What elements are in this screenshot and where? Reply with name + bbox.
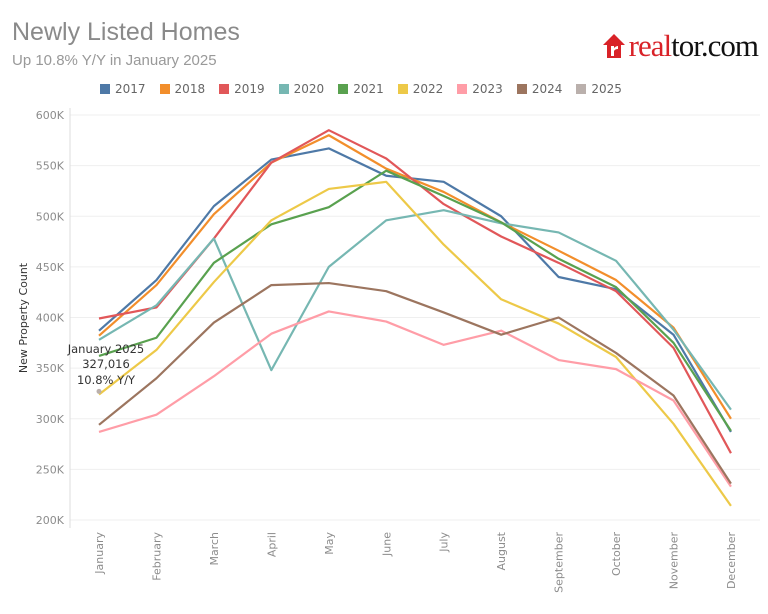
legend-swatch bbox=[516, 84, 527, 94]
legend-label: 2017 bbox=[115, 82, 146, 96]
chart-title: Newly Listed Homes bbox=[12, 18, 240, 46]
legend-item-2018[interactable]: 2018 bbox=[159, 82, 206, 96]
x-tick-label: January bbox=[93, 532, 106, 575]
legend-label: 2018 bbox=[174, 82, 206, 96]
legend-item-2017[interactable]: 2017 bbox=[100, 82, 146, 96]
house-icon bbox=[602, 34, 625, 58]
series-line-2024 bbox=[98, 281, 732, 485]
series-line-2021 bbox=[98, 169, 732, 432]
y-tick-label: 550K bbox=[36, 160, 65, 173]
legend-label: 2025 bbox=[591, 82, 622, 96]
legend-item-2024[interactable]: 2024 bbox=[516, 82, 563, 96]
annotation-line-3: 10.8% Y/Y bbox=[77, 373, 136, 387]
y-tick-label: 400K bbox=[36, 312, 65, 325]
legend-swatch bbox=[278, 84, 289, 94]
y-tick-label: 500K bbox=[36, 210, 65, 223]
x-tick-label: December bbox=[725, 532, 738, 590]
series-line-2022 bbox=[98, 180, 732, 507]
legend-swatch bbox=[457, 84, 468, 94]
data-point-2025 bbox=[96, 388, 102, 394]
legend-label: 2023 bbox=[472, 82, 503, 96]
y-tick-label: 300K bbox=[36, 413, 65, 426]
y-axis-label: New Property Count bbox=[17, 262, 30, 373]
y-tick-label: 450K bbox=[36, 261, 65, 274]
legend-swatch bbox=[397, 84, 408, 94]
x-tick-label: August bbox=[495, 531, 508, 570]
legend-item-2019[interactable]: 2019 bbox=[219, 82, 265, 96]
legend-label: 2021 bbox=[353, 82, 384, 96]
x-tick-label: April bbox=[265, 532, 278, 557]
legend-label: 2019 bbox=[234, 82, 265, 96]
legend-item-2022[interactable]: 2022 bbox=[397, 82, 444, 96]
series-line-2023 bbox=[98, 310, 732, 488]
x-tick-label: February bbox=[150, 532, 163, 581]
legend-swatch bbox=[219, 84, 230, 94]
x-tick-label: July bbox=[438, 532, 451, 553]
legend-item-2025[interactable]: 2025 bbox=[576, 82, 622, 96]
legend-swatch bbox=[100, 84, 110, 94]
x-tick-label: September bbox=[553, 532, 566, 593]
legend-label: 2022 bbox=[412, 82, 444, 96]
series-line-2020 bbox=[98, 209, 732, 411]
legend-item-2023[interactable]: 2023 bbox=[457, 82, 503, 96]
x-tick-label: May bbox=[323, 532, 336, 555]
legend-item-2021[interactable]: 2021 bbox=[338, 82, 384, 96]
legend: 2017 2018 2019 2020 2021 2022 2023 2024 2025 bbox=[100, 82, 622, 96]
realtor-logo: real tor.com bbox=[602, 28, 759, 64]
y-tick-label: 600K bbox=[36, 109, 65, 122]
legend-label: 2024 bbox=[531, 82, 563, 96]
y-tick-label: 250K bbox=[36, 463, 65, 476]
chart-subtitle: Up 10.8% Y/Y in January 2025 bbox=[12, 52, 217, 69]
legend-swatch bbox=[576, 84, 587, 94]
y-tick-label: 200K bbox=[36, 514, 65, 527]
legend-label: 2020 bbox=[293, 82, 325, 96]
annotation-line-2: 327,016 bbox=[82, 357, 130, 371]
annotation-line-1: January 2025 bbox=[67, 342, 145, 356]
x-tick-label: November bbox=[668, 532, 681, 590]
y-tick-label: 350K bbox=[36, 362, 65, 375]
legend-swatch bbox=[159, 84, 170, 94]
legend-swatch bbox=[338, 84, 349, 94]
legend-item-2020[interactable]: 2020 bbox=[278, 82, 325, 96]
x-tick-label: October bbox=[610, 532, 623, 576]
x-tick-label: March bbox=[208, 532, 221, 566]
x-tick-label: June bbox=[380, 532, 393, 557]
